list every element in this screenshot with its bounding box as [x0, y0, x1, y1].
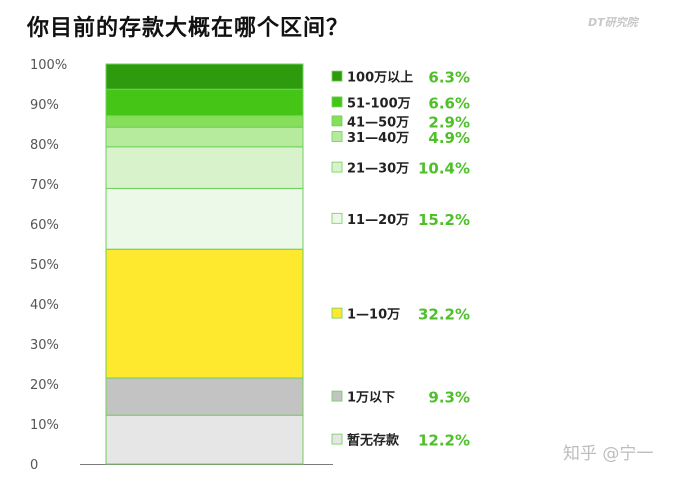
legend-swatch	[331, 307, 343, 319]
legend-swatch	[331, 212, 343, 224]
legend-swatch	[331, 433, 343, 445]
data-label: 6.3%	[428, 69, 470, 87]
legend-swatch	[331, 131, 343, 142]
bar-segment	[105, 414, 304, 465]
data-label: 6.6%	[428, 94, 470, 112]
legend-label: 51-100万	[347, 96, 411, 111]
data-label: 15.2%	[418, 211, 470, 229]
data-label: 32.2%	[418, 306, 470, 324]
legend-label: 暂无存款	[347, 433, 400, 449]
legend-label: 31—40万	[347, 131, 409, 146]
y-tick-label: 30%	[30, 338, 59, 353]
watermark: 知乎 @宁一	[563, 444, 654, 464]
y-tick-label: 90%	[30, 98, 59, 113]
y-tick-label: 20%	[30, 378, 59, 393]
legend-swatch	[331, 390, 343, 402]
y-tick-label: 100%	[30, 58, 67, 73]
legend-swatch	[331, 96, 343, 108]
brand-logo: DT研究院	[588, 16, 638, 29]
bar-segment	[105, 115, 304, 128]
legend-label: 1—10万	[347, 308, 400, 323]
y-tick-label: 60%	[30, 218, 59, 233]
y-tick-label: 50%	[30, 258, 59, 273]
y-tick-label: 0	[30, 458, 38, 473]
bar-segment	[105, 377, 304, 416]
bar-segment	[105, 88, 304, 117]
legend-swatch	[331, 115, 343, 127]
legend-label: 21—30万	[347, 162, 409, 177]
legend-swatch	[331, 70, 343, 82]
legend-label: 1万以下	[347, 391, 395, 406]
bar-segment	[105, 63, 304, 90]
legend-swatch	[331, 161, 343, 173]
data-label: 4.9%	[428, 129, 470, 147]
bar-segment	[105, 187, 304, 250]
data-label: 9.3%	[428, 389, 470, 407]
data-label: 12.2%	[418, 432, 470, 450]
data-label: 2.9%	[428, 113, 470, 131]
y-tick-label: 80%	[30, 138, 59, 153]
data-label: 10.4%	[418, 160, 470, 178]
legend-label: 41—50万	[347, 115, 409, 130]
y-tick-label: 70%	[30, 178, 59, 193]
bar-segment	[105, 146, 304, 189]
y-tick-label: 10%	[30, 418, 59, 433]
legend-label: 11—20万	[347, 213, 409, 228]
bar-segment	[105, 248, 304, 379]
y-tick-label: 40%	[30, 298, 59, 313]
bar-segment	[105, 126, 304, 148]
legend-label: 100万以上	[347, 71, 413, 86]
chart-title: 你目前的存款大概在哪个区间？	[27, 16, 350, 41]
